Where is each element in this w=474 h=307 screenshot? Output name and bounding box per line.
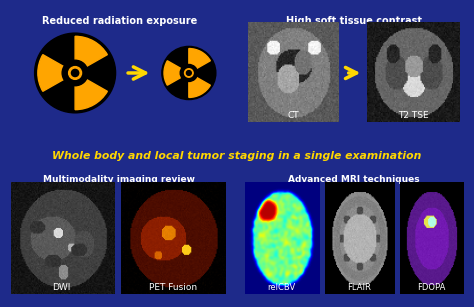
Circle shape bbox=[72, 69, 79, 76]
Wedge shape bbox=[38, 55, 75, 91]
Circle shape bbox=[35, 33, 116, 113]
Wedge shape bbox=[75, 36, 107, 73]
Text: FLAIR: FLAIR bbox=[347, 283, 371, 292]
Wedge shape bbox=[164, 61, 189, 85]
Wedge shape bbox=[189, 73, 210, 97]
Circle shape bbox=[180, 64, 198, 81]
Text: DWI: DWI bbox=[53, 283, 71, 292]
Text: High soft tissue contrast: High soft tissue contrast bbox=[286, 16, 421, 26]
Text: FDOPA: FDOPA bbox=[418, 283, 446, 292]
Circle shape bbox=[186, 71, 191, 75]
Circle shape bbox=[62, 60, 88, 86]
Wedge shape bbox=[189, 49, 210, 73]
Text: Multimodality imaging review: Multimodality imaging review bbox=[44, 175, 195, 184]
Text: Whole body and local tumor staging in a single examination: Whole body and local tumor staging in a … bbox=[52, 151, 422, 161]
Text: Reduced radiation exposure: Reduced radiation exposure bbox=[42, 16, 197, 26]
Circle shape bbox=[162, 46, 216, 99]
Text: Advanced MRI techniques: Advanced MRI techniques bbox=[288, 175, 419, 184]
Circle shape bbox=[69, 67, 82, 79]
Text: CT: CT bbox=[287, 111, 299, 120]
Text: relCBV: relCBV bbox=[267, 283, 295, 292]
Wedge shape bbox=[75, 73, 107, 110]
Text: T2 TSE: T2 TSE bbox=[398, 111, 428, 120]
Text: PET Fusion: PET Fusion bbox=[149, 283, 198, 292]
Circle shape bbox=[184, 69, 193, 77]
